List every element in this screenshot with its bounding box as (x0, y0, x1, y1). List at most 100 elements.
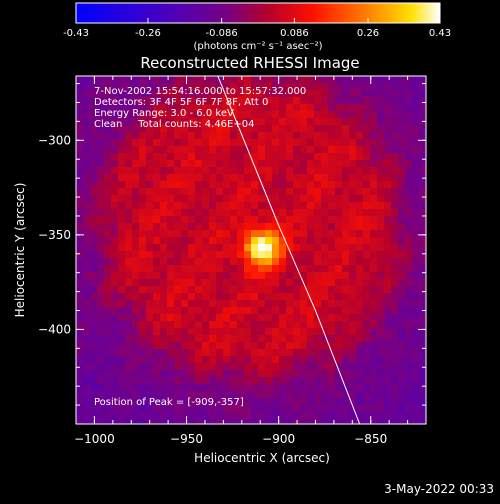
heatmap-cell (251, 90, 258, 97)
heatmap-cell (188, 125, 195, 132)
heatmap-cell (349, 265, 356, 272)
heatmap-cell (272, 160, 279, 167)
heatmap-cell (349, 363, 356, 370)
heatmap-cell (258, 146, 265, 153)
heatmap-cell (216, 356, 223, 363)
heatmap-cell (314, 370, 321, 377)
heatmap-cell (293, 307, 300, 314)
heatmap-cell (216, 125, 223, 132)
heatmap-cell (398, 118, 405, 125)
heatmap-cell (76, 265, 83, 272)
heatmap-cell (342, 279, 349, 286)
heatmap-cell (125, 111, 132, 118)
heatmap-cell (104, 335, 111, 342)
heatmap-cell (279, 125, 286, 132)
heatmap-cell (321, 370, 328, 377)
heatmap-cell (209, 223, 216, 230)
heatmap-cell (209, 335, 216, 342)
heatmap-cell (237, 363, 244, 370)
heatmap-cell (370, 167, 377, 174)
heatmap-cell (419, 188, 426, 195)
heatmap-cell (356, 188, 363, 195)
heatmap-cell (279, 167, 286, 174)
heatmap-cell (125, 76, 132, 83)
heatmap-cell (363, 356, 370, 363)
heatmap-cell (286, 251, 293, 258)
heatmap-cell (405, 216, 412, 223)
heatmap-cell (349, 307, 356, 314)
heatmap-cell (181, 349, 188, 356)
heatmap-cell (181, 419, 188, 424)
heatmap-cell (412, 391, 419, 398)
heatmap-cell (160, 251, 167, 258)
heatmap-cell (223, 391, 230, 398)
heatmap-cell (216, 377, 223, 384)
heatmap-cell (258, 230, 265, 237)
heatmap-cell (342, 188, 349, 195)
heatmap-cell (83, 153, 90, 160)
heatmap-cell (111, 265, 118, 272)
heatmap-cell (167, 132, 174, 139)
heatmap-cell (370, 342, 377, 349)
heatmap-cell (181, 76, 188, 83)
heatmap-cell (230, 160, 237, 167)
heatmap-cell (125, 265, 132, 272)
heatmap-cell (377, 125, 384, 132)
heatmap-cell (216, 97, 223, 104)
heatmap-cell (167, 125, 174, 132)
heatmap-cell (83, 391, 90, 398)
heatmap-cell (335, 153, 342, 160)
heatmap-cell (251, 202, 258, 209)
heatmap-cell (328, 132, 335, 139)
heatmap-cell (90, 384, 97, 391)
heatmap-cell (83, 118, 90, 125)
heatmap-cell (125, 258, 132, 265)
heatmap-cell (363, 188, 370, 195)
heatmap-cell (237, 90, 244, 97)
heatmap-cell (349, 244, 356, 251)
heatmap-cell (216, 104, 223, 111)
heatmap-cell (300, 223, 307, 230)
heatmap-cell (230, 83, 237, 90)
heatmap-cell (230, 300, 237, 307)
heatmap-cell (272, 167, 279, 174)
heatmap-cell (160, 349, 167, 356)
heatmap-cell (272, 265, 279, 272)
heatmap-cell (272, 76, 279, 83)
heatmap-cell (209, 300, 216, 307)
heatmap-cell (286, 349, 293, 356)
heatmap-cell (160, 216, 167, 223)
heatmap-cell (391, 419, 398, 424)
heatmap-cell (153, 384, 160, 391)
heatmap-cell (279, 209, 286, 216)
heatmap-cell (398, 419, 405, 424)
heatmap-cell (356, 307, 363, 314)
heatmap-cell (118, 216, 125, 223)
heatmap-cell (90, 286, 97, 293)
heatmap-cell (153, 328, 160, 335)
heatmap-cell (272, 146, 279, 153)
heatmap-cell (391, 272, 398, 279)
heatmap-cell (244, 328, 251, 335)
heatmap-cell (279, 328, 286, 335)
heatmap-cell (132, 370, 139, 377)
heatmap-cell (258, 90, 265, 97)
heatmap-cell (223, 111, 230, 118)
heatmap-cell (370, 363, 377, 370)
heatmap-cell (125, 216, 132, 223)
heatmap-cell (132, 321, 139, 328)
heatmap-cell (384, 153, 391, 160)
heatmap-cell (160, 237, 167, 244)
heatmap-cell (244, 286, 251, 293)
colorbar-tick-label: 0.086 (280, 28, 309, 39)
heatmap-cell (195, 139, 202, 146)
heatmap-cell (237, 398, 244, 405)
heatmap-cell (139, 188, 146, 195)
heatmap-cell (328, 314, 335, 321)
heatmap-cell (104, 132, 111, 139)
heatmap-cell (286, 314, 293, 321)
heatmap-cell (97, 258, 104, 265)
heatmap-cell (153, 300, 160, 307)
heatmap-cell (335, 251, 342, 258)
heatmap-cell (237, 356, 244, 363)
